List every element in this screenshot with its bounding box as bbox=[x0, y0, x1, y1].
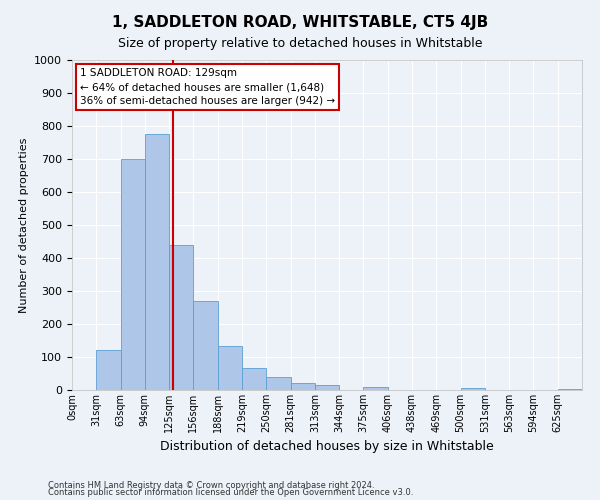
Bar bbox=[242, 368, 266, 390]
Text: 1 SADDLETON ROAD: 129sqm
← 64% of detached houses are smaller (1,648)
36% of sem: 1 SADDLETON ROAD: 129sqm ← 64% of detach… bbox=[80, 68, 335, 106]
Y-axis label: Number of detached properties: Number of detached properties bbox=[19, 138, 29, 312]
Bar bbox=[145, 134, 169, 390]
Bar bbox=[290, 382, 315, 390]
X-axis label: Distribution of detached houses by size in Whitstable: Distribution of detached houses by size … bbox=[160, 440, 494, 454]
Bar bbox=[364, 386, 388, 390]
Bar bbox=[461, 388, 485, 390]
Bar bbox=[96, 350, 121, 390]
Bar bbox=[315, 385, 339, 390]
Bar bbox=[266, 377, 290, 390]
Bar bbox=[193, 301, 218, 390]
Bar bbox=[218, 346, 242, 390]
Text: Size of property relative to detached houses in Whitstable: Size of property relative to detached ho… bbox=[118, 38, 482, 51]
Bar bbox=[121, 159, 145, 390]
Bar bbox=[558, 389, 582, 390]
Text: Contains public sector information licensed under the Open Government Licence v3: Contains public sector information licen… bbox=[48, 488, 413, 497]
Bar bbox=[169, 245, 193, 390]
Text: Contains HM Land Registry data © Crown copyright and database right 2024.: Contains HM Land Registry data © Crown c… bbox=[48, 480, 374, 490]
Text: 1, SADDLETON ROAD, WHITSTABLE, CT5 4JB: 1, SADDLETON ROAD, WHITSTABLE, CT5 4JB bbox=[112, 15, 488, 30]
